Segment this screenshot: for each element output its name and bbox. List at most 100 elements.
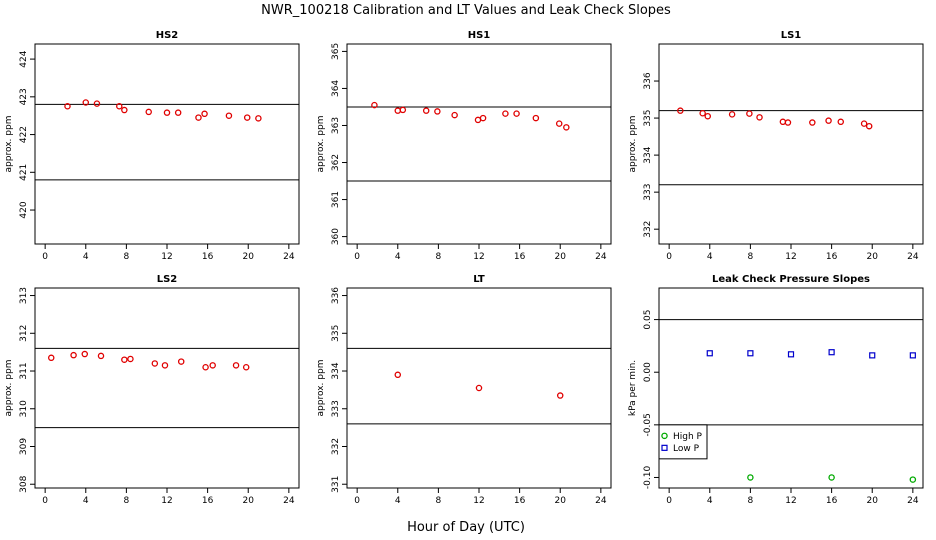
x-tick-label: 24 (595, 252, 607, 262)
legend-marker (661, 444, 668, 451)
panel-4: LS2 approx. ppm 0 4 8 12 16 20 24 308 309 310 311 312… (4, 274, 300, 506)
y-axis-label: kPa per min. (628, 360, 638, 416)
panel-6: Leak Check Pressure Slopes kPa per min. 0 4… (628, 274, 924, 506)
plot-frame (346, 43, 612, 245)
x-tick-label: 0 (42, 496, 48, 506)
data-point (121, 106, 128, 114)
y-tick-label: 311 (19, 362, 29, 379)
data-point (475, 384, 483, 392)
panel-title: HS2 (156, 30, 179, 41)
x-tick-label: 8 (748, 496, 754, 506)
y-tick-label: 309 (19, 438, 29, 455)
x-tick-label: 4 (395, 496, 401, 506)
panel-3: LS1 approx. ppm 0 4 8 12 16 20 24 332 333 334 335 336 (628, 30, 924, 262)
x-tick-label: 16 (514, 252, 526, 262)
data-point (699, 110, 706, 117)
data-point (177, 358, 185, 365)
data-point (828, 474, 835, 481)
data-point (127, 355, 134, 363)
x-tick-label: 4 (83, 252, 89, 262)
y-tick-label: 336 (643, 72, 653, 89)
y-tick-label: 313 (19, 287, 29, 304)
x-tick-label: 0 (666, 496, 672, 506)
x-tick-label: 8 (124, 496, 130, 506)
y-axis-label: approx. ppm (4, 116, 14, 173)
x-tick-label: 0 (42, 252, 48, 262)
y-tick-label: 332 (331, 438, 341, 455)
y-tick-label: 423 (19, 88, 29, 105)
data-point (779, 118, 787, 126)
data-point (116, 103, 123, 110)
x-tick-label: 4 (395, 252, 401, 262)
y-tick-label: 335 (643, 109, 653, 126)
data-point (704, 112, 711, 120)
plot-frame (346, 287, 612, 489)
x-tick-label: 16 (826, 496, 838, 506)
x-tick-label: 8 (436, 252, 442, 262)
y-tick-label: 332 (643, 221, 653, 238)
x-tick-label: 8 (124, 252, 130, 262)
y-tick-label: 308 (19, 475, 29, 492)
plot-frame (34, 43, 300, 245)
y-tick-label: 0.05 (643, 310, 653, 330)
x-tick-label: 20 (555, 252, 567, 262)
data-point (161, 362, 169, 369)
data-point (145, 108, 152, 116)
panel-5: LT approx. ppm 0 4 8 12 16 20 24 331 332 333 334 335 3… (316, 274, 612, 506)
data-point (201, 110, 208, 118)
data-point (706, 350, 713, 357)
x-tick-label: 24 (907, 252, 919, 262)
x-tick-label: 20 (243, 252, 255, 262)
x-tick-label: 16 (202, 252, 214, 262)
data-point (532, 114, 540, 122)
y-axis-label: approx. ppm (628, 116, 638, 173)
data-point (825, 117, 832, 124)
y-tick-label: 333 (331, 400, 341, 417)
data-point (242, 363, 250, 371)
y-tick-label: 0.00 (643, 362, 653, 382)
x-tick-label: 8 (436, 496, 442, 506)
y-tick-label: 362 (331, 154, 341, 171)
y-tick-label: 333 (643, 184, 653, 201)
panel-title: HS1 (468, 30, 491, 41)
x-tick-label: 4 (83, 496, 89, 506)
y-tick-label: 421 (19, 164, 29, 181)
data-point (163, 109, 171, 116)
y-tick-label: 336 (331, 287, 341, 304)
data-point (399, 106, 407, 114)
y-tick-label: 363 (331, 117, 341, 134)
x-tick-label: 12 (473, 252, 484, 262)
data-point (81, 350, 89, 358)
data-point (371, 101, 378, 109)
data-point (202, 363, 209, 371)
data-point (174, 109, 182, 116)
x-tick-label: 24 (283, 496, 295, 506)
legend-label: High P (673, 432, 703, 442)
x-tick-label: 0 (666, 252, 672, 262)
panel-1: HS2 approx. ppm 0 4 8 12 16 20 24 420 421 422 423 424 (4, 30, 300, 262)
y-tick-label: 335 (331, 325, 341, 342)
data-point (434, 108, 441, 115)
data-point (502, 110, 509, 117)
data-point (225, 112, 233, 119)
panel-2: HS1 approx. ppm 0 4 8 12 16 20 24 360 361 362 363 364… (316, 30, 612, 262)
data-point (747, 474, 754, 481)
data-point (93, 100, 101, 107)
x-tick-label: 0 (354, 496, 360, 506)
x-tick-label: 8 (748, 252, 754, 262)
data-point (746, 110, 753, 117)
data-point (479, 114, 487, 122)
y-tick-label: 334 (643, 146, 653, 163)
y-tick-label: 360 (331, 228, 341, 245)
y-tick-label: -0.10 (643, 466, 653, 490)
x-axis-title: Hour of Day (UTC) (407, 520, 525, 535)
y-axis-label: approx. ppm (4, 360, 14, 417)
data-point (195, 114, 202, 121)
data-point (677, 107, 684, 114)
data-point (232, 362, 240, 369)
data-point (64, 103, 71, 110)
data-point (865, 122, 873, 130)
y-tick-label: 420 (19, 201, 29, 218)
